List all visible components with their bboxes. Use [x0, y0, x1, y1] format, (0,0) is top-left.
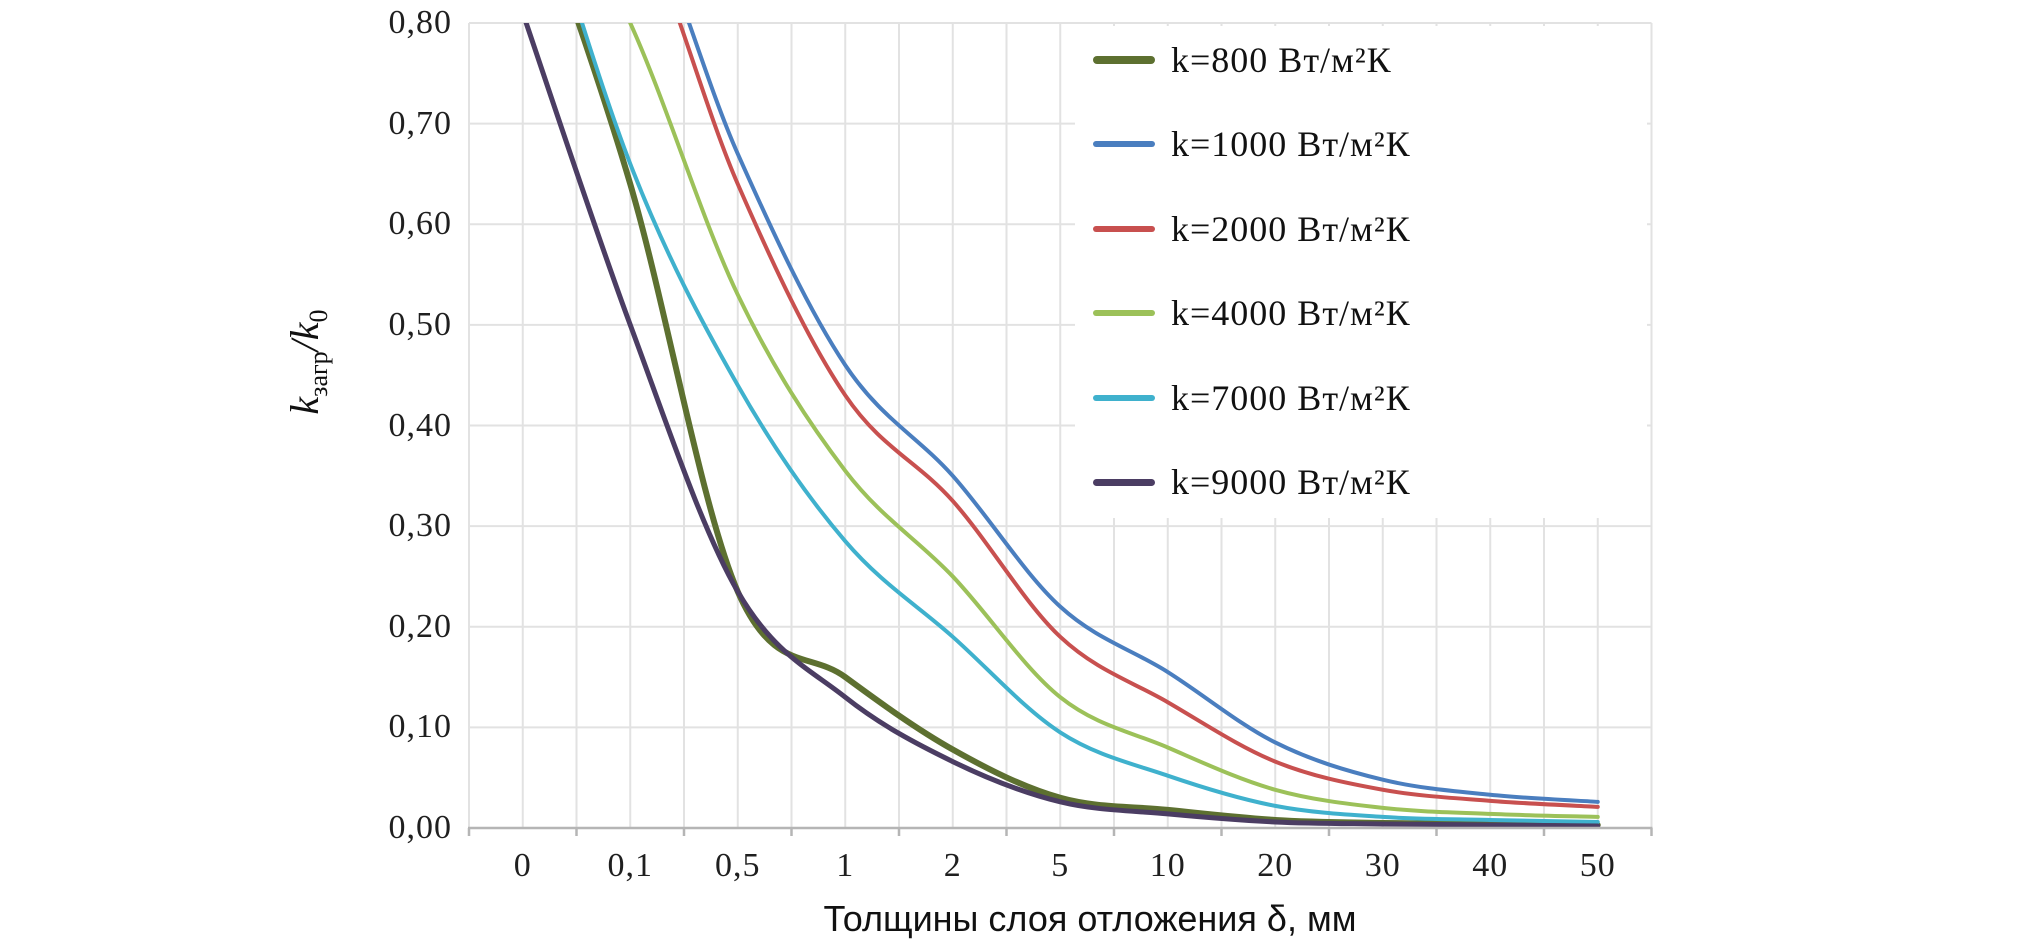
x-tick-label: 0,1: [607, 847, 653, 884]
y-tick-label: 0,80: [388, 4, 452, 41]
x-tick-label: 0: [513, 847, 532, 884]
legend-label: k=2000 Вт/м²К: [1171, 208, 1411, 249]
legend-item-4: k=7000 Вт/м²К: [1093, 376, 1411, 420]
x-tick-label: 50: [1579, 847, 1616, 884]
y-tick-label: 0,60: [388, 205, 452, 243]
y-tick-label: 0,50: [388, 305, 452, 343]
x-tick-label: 30: [1364, 847, 1401, 884]
y-title-slash: /: [282, 340, 327, 352]
y-tick-label: 0,20: [388, 607, 452, 645]
legend-item-0: k=800 Вт/м²К: [1093, 38, 1392, 82]
x-tick-label: 20: [1257, 847, 1294, 884]
y-title-k1: k: [282, 396, 327, 415]
x-tick-label: 0,5: [715, 847, 761, 884]
y-tick-label: 0,70: [388, 104, 452, 142]
legend-label: k=1000 Вт/м²К: [1171, 124, 1411, 165]
legend-swatch-icon: [1093, 225, 1155, 232]
legend-swatch-icon: [1093, 310, 1155, 317]
legend-label: k=4000 Вт/м²К: [1171, 293, 1411, 334]
legend-swatch-icon: [1093, 394, 1155, 401]
legend-label: k=800 Вт/м²К: [1171, 40, 1392, 80]
legend-swatch-icon: [1093, 141, 1155, 148]
series-line-4: [579, 23, 1600, 824]
y-tick-label: 0,30: [388, 507, 452, 545]
x-tick-label: 40: [1472, 847, 1509, 884]
legend-item-2: k=2000 Вт/м²К: [1093, 207, 1411, 251]
legend-swatch-icon: [1093, 478, 1155, 486]
legend: k=800 Вт/м²К k=1000 Вт/м²К k=2000 Вт/м²К k=…: [1075, 26, 1647, 518]
x-axis-title: Толщины слоя отложения δ, мм: [823, 898, 1357, 939]
x-tick-label: 5: [1051, 847, 1070, 884]
series-line-3: [628, 23, 1600, 819]
x-tick-label: 1: [836, 847, 855, 884]
legend-item-3: k=4000 Вт/м²К: [1093, 291, 1411, 335]
x-axis-line: [467, 826, 1653, 836]
y-tick-label: 0,40: [388, 406, 452, 444]
y-title-k2: k: [282, 322, 327, 341]
x-tick-label: 10: [1149, 847, 1186, 884]
y-tick-label: 0,00: [388, 809, 452, 846]
legend-label: k=7000 Вт/м²К: [1171, 377, 1411, 418]
y-title-sub1: загр: [304, 351, 333, 397]
series-line-5: [523, 23, 1601, 828]
series-curves: [523, 23, 1601, 828]
legend-swatch-icon: [1093, 56, 1155, 64]
x-tick-label: 2: [943, 847, 962, 884]
legend-label: k=9000 Вт/м²К: [1171, 462, 1411, 502]
series-line-1: [686, 23, 1600, 804]
series-line-2: [677, 23, 1600, 809]
legend-item-5: k=9000 Вт/м²К: [1093, 460, 1411, 504]
y-axis-title: kзагр/k0: [281, 217, 333, 507]
y-tick-label: 0,10: [388, 708, 452, 746]
y-title-sub2: 0: [304, 309, 333, 323]
legend-item-1: k=1000 Вт/м²К: [1093, 122, 1411, 166]
